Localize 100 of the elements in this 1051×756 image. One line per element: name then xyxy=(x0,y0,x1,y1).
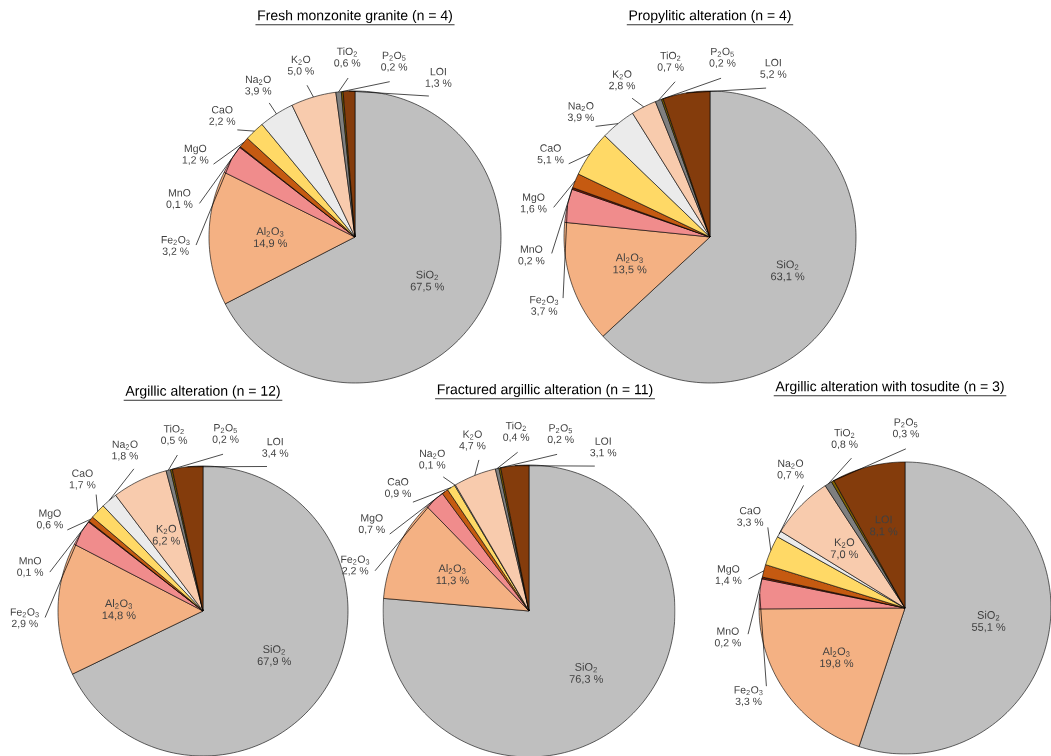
slice-label: Al$_{2}$O$_{3}$ xyxy=(438,564,466,574)
chart-title: Fractured argillic alteration (n = 11) xyxy=(437,384,653,398)
data-label: 0,8 % xyxy=(831,440,858,450)
data-label: 7,0 % xyxy=(830,550,859,560)
slice-label: LOI xyxy=(875,515,892,524)
slice-label: Fe$_{2}$O$_{3}$ xyxy=(161,236,190,246)
slice-label: K$_{2}$O xyxy=(463,430,482,440)
data-label: 0,6 % xyxy=(36,520,63,530)
data-label: 2,2 % xyxy=(342,567,369,576)
slice-label: Fe$_{2}$O$_{3}$ xyxy=(734,686,763,696)
data-label: 4,7 % xyxy=(459,442,486,451)
slice-label: K$_{2}$O xyxy=(291,55,311,65)
slice-label: CaO xyxy=(211,106,233,114)
slice-label: Na$_{2}$O xyxy=(112,440,138,450)
slice-label: CaO xyxy=(387,478,409,486)
data-label: 0,4 % xyxy=(503,433,530,443)
slice-label: MgO xyxy=(361,514,383,524)
data-label: 0,6 % xyxy=(334,59,361,68)
data-label: 0,7 % xyxy=(657,63,684,73)
slice-label: K$_{2}$O xyxy=(156,524,177,535)
data-label: 3,2 % xyxy=(162,247,189,257)
data-label: 11,3 % xyxy=(436,576,469,586)
data-label: 1,2 % xyxy=(182,156,209,165)
data-label: 19,8 % xyxy=(820,659,854,669)
data-label: 0,2 % xyxy=(714,638,741,648)
data-label: 3,7 % xyxy=(531,307,558,317)
data-label: 5,2 % xyxy=(760,70,787,80)
data-label: 3,9 % xyxy=(567,113,594,123)
data-label: 67,9 % xyxy=(257,657,291,667)
slice-label: MgO xyxy=(184,144,207,155)
slice-label: CaO xyxy=(739,506,761,515)
slice-label: K$_{2}$O xyxy=(613,70,632,80)
slice-label: Fe$_{2}$O$_{3}$ xyxy=(530,295,559,305)
data-label: 0,9 % xyxy=(384,489,412,499)
slice-label: P$_{2}$O$_{5}$ xyxy=(894,418,918,428)
data-label: 0,2 % xyxy=(709,59,736,68)
data-label: 14,8 % xyxy=(102,611,136,621)
slice-label: LOI xyxy=(430,67,446,76)
slice-label: SiO$_{2}$ xyxy=(776,260,799,270)
data-label: 0,1 % xyxy=(166,200,193,210)
data-label: 0,7 % xyxy=(777,471,804,480)
slice-label: Na$_{2}$O xyxy=(245,75,271,85)
data-label: 8,1 % xyxy=(870,527,898,537)
chart-title: Propylitic alteration (n = 4) xyxy=(629,10,791,24)
slice-label: Al$_{2}$O$_{3}$ xyxy=(822,647,850,657)
data-label: 5,0 % xyxy=(287,67,314,76)
data-label: 1,7 % xyxy=(69,481,96,490)
chart-title: Argillic alteration with tosudite (n = 3) xyxy=(775,381,1004,395)
data-label: 2,9 % xyxy=(11,619,38,629)
slice-label: CaO xyxy=(540,144,561,152)
slice-label: TiO$_{2}$ xyxy=(505,421,526,431)
slice-label: Al$_{2}$O$_{3}$ xyxy=(104,599,133,609)
data-label: 1,3 % xyxy=(425,79,452,89)
data-label: 0,1 % xyxy=(419,461,446,470)
data-label: 3,9 % xyxy=(245,87,272,96)
slice-label: Na$_{2}$O xyxy=(568,102,594,112)
slice-label: MgO xyxy=(39,509,61,519)
slice-label: P$_{2}$O$_{5}$ xyxy=(711,47,734,57)
data-label: 3,3 % xyxy=(737,518,764,528)
data-label: 1,4 % xyxy=(715,576,742,586)
data-label: 1,6 % xyxy=(520,205,547,214)
data-label: 1,8 % xyxy=(112,452,139,461)
data-label: 0,3 % xyxy=(892,429,919,439)
data-label: 76,3 % xyxy=(569,675,603,685)
data-label: 3,4 % xyxy=(262,449,289,459)
data-label: 13,5 % xyxy=(613,265,647,275)
slice-label: P$_{2}$O$_{5}$ xyxy=(214,424,237,434)
slice-label: MnO xyxy=(520,245,543,253)
data-label: 55,1 % xyxy=(971,623,1006,633)
chart-title: Fresh monzonite granite (n = 4) xyxy=(258,10,452,24)
data-label: 14,9 % xyxy=(254,239,288,249)
data-label: 2,2 % xyxy=(209,117,236,127)
slice-label: Al$_{2}$O$_{3}$ xyxy=(615,253,643,263)
data-label: 0,2 % xyxy=(212,435,239,445)
slice-label: MnO xyxy=(717,627,739,635)
slice-label: TiO$_{2}$ xyxy=(163,424,184,435)
slice-label: K$_{2}$O xyxy=(834,538,855,548)
slice-label: MgO xyxy=(523,193,545,203)
slice-label: LOI xyxy=(765,58,781,67)
data-label: 5,1 % xyxy=(537,155,564,165)
slice-label: Fe$_{2}$O$_{3}$ xyxy=(10,608,39,618)
data-label: 2,8 % xyxy=(609,81,636,91)
data-label: 6,2 % xyxy=(152,536,180,546)
slice-label: SiO$_{2}$ xyxy=(977,610,1000,621)
chart-title: Argillic alteration (n = 12) xyxy=(125,385,280,399)
data-label: 0,2 % xyxy=(547,435,574,445)
slice-label: MnO xyxy=(19,557,41,565)
slice-label: SiO$_{2}$ xyxy=(416,270,438,281)
slice-label: MnO xyxy=(168,189,191,197)
data-label: 63,1 % xyxy=(771,272,805,282)
slice-label: CaO xyxy=(72,469,93,477)
slice-label: TiO$_{2}$ xyxy=(834,428,855,438)
slice-label: Fe$_{2}$O$_{3}$ xyxy=(341,555,370,565)
data-label: 0,1 % xyxy=(17,568,44,578)
data-label: 3,3 % xyxy=(735,697,762,707)
slice-label: TiO$_{2}$ xyxy=(660,51,681,61)
slice-label: SiO$_{2}$ xyxy=(263,645,285,655)
slice-label: LOI xyxy=(267,437,283,446)
slice-label: Na$_{2}$O xyxy=(778,459,804,469)
data-label: 3,1 % xyxy=(590,448,617,458)
